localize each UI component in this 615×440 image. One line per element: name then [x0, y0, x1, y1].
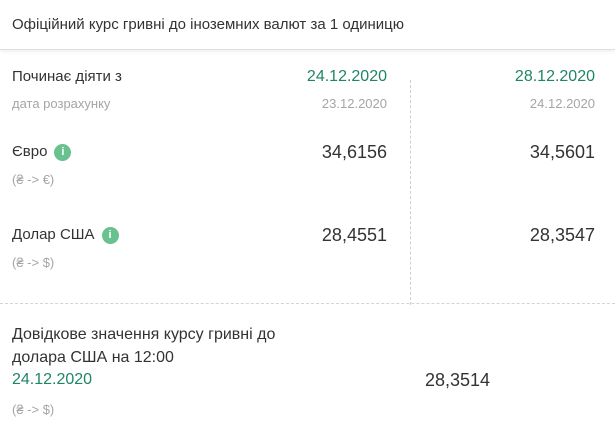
calc-date-col2: 24.12.2020	[529, 96, 595, 111]
usd-pair-label: (₴ -> $)	[12, 255, 55, 270]
reference-rate-value: 28,3514	[425, 370, 491, 390]
page-title: Офіційний курс гривні до іноземних валют…	[12, 16, 405, 33]
reference-date: 24.12.2020	[12, 371, 93, 388]
usd-rate-col1: 28,4551	[321, 225, 387, 245]
reference-title-line2: долара США на 12:00	[12, 349, 174, 366]
euro-label: Євро i	[12, 142, 247, 162]
currency-name: Долар США	[12, 226, 95, 243]
section-divider	[0, 303, 615, 304]
effective-label-cell: Починає діяти з дата розрахунку	[0, 68, 247, 111]
table-row-euro: Євро i (₴ -> €) 34,6156 34,5601	[0, 142, 615, 187]
currency-name: Євро	[12, 143, 48, 160]
usd-rate-col2: 28,3547	[529, 225, 595, 245]
reference-info: Довідкове значення курсу гривні до долар…	[0, 323, 410, 417]
euro-pair-label: (₴ -> €)	[12, 172, 55, 187]
reference-value-cell: 28,3514	[410, 323, 615, 417]
column-divider	[410, 80, 411, 305]
euro-label-cell: Євро i (₴ -> €)	[0, 142, 247, 187]
usd-col2-cell: 28,3547	[407, 225, 615, 270]
usd-label-cell: Долар США i (₴ -> $)	[0, 225, 247, 270]
effective-col1-cell: 24.12.2020 23.12.2020	[247, 68, 407, 111]
info-icon[interactable]: i	[101, 226, 119, 244]
effective-date-col1: 24.12.2020	[306, 68, 387, 85]
reference-title-line1: Довідкове значення курсу гривні до	[12, 326, 276, 343]
usd-col1-cell: 28,4551	[247, 225, 407, 270]
euro-col2-cell: 34,5601	[407, 142, 615, 187]
calc-date-col1: 23.12.2020	[321, 96, 387, 111]
calc-date-label: дата розрахунку	[12, 96, 111, 111]
rates-table: Починає діяти з дата розрахунку 24.12.20…	[0, 68, 615, 305]
table-row-usd: Долар США i (₴ -> $) 28,4551 28,3547	[0, 225, 615, 270]
euro-rate-col1: 34,6156	[321, 142, 387, 162]
effective-date-col2: 28.12.2020	[514, 68, 595, 85]
widget-header: Офіційний курс гривні до іноземних валют…	[0, 0, 615, 50]
effective-col2-cell: 28.12.2020 24.12.2020	[407, 68, 615, 111]
usd-label: Долар США i	[12, 225, 247, 245]
info-icon[interactable]: i	[54, 143, 72, 161]
reference-pair-label: (₴ -> $)	[12, 402, 55, 417]
effective-label: Починає діяти з	[12, 68, 122, 85]
euro-col1-cell: 34,6156	[247, 142, 407, 187]
effective-date-row: Починає діяти з дата розрахунку 24.12.20…	[0, 68, 615, 111]
reference-section: Довідкове значення курсу гривні до долар…	[0, 304, 615, 417]
euro-rate-col2: 34,5601	[529, 142, 595, 162]
